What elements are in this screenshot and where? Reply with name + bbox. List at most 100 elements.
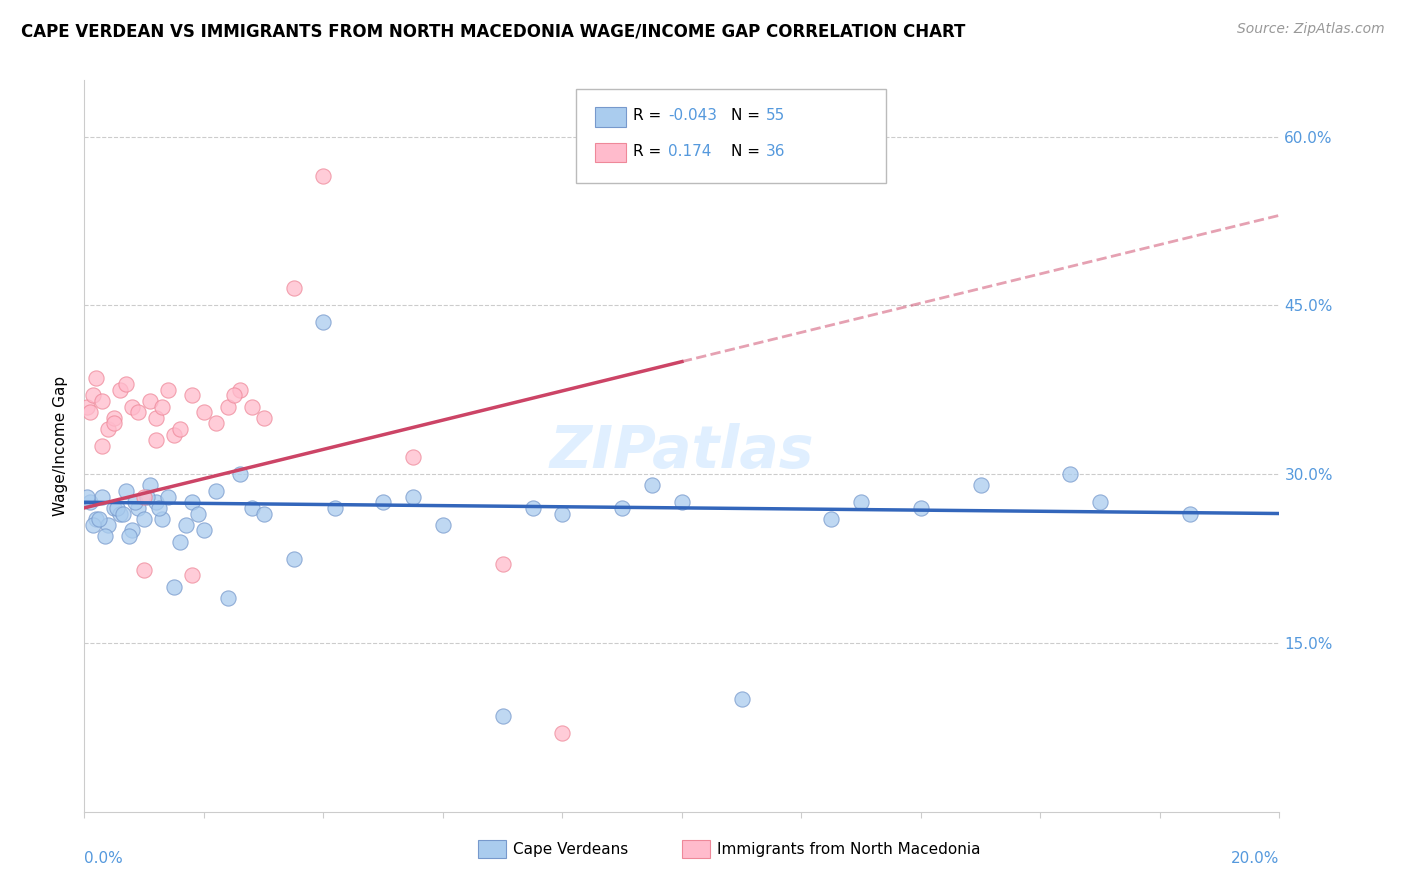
Point [157,490,180,504]
Point [97,517,120,532]
Point [110,507,132,521]
Point [641,478,664,492]
Point [492,709,515,723]
Point [181,568,204,582]
Point [229,383,252,397]
Point [110,383,132,397]
Point [325,500,347,515]
Point [132,512,156,526]
Point [118,529,141,543]
Point [79,495,101,509]
Text: N =: N = [731,145,765,159]
Point [612,500,634,515]
Point [283,281,305,295]
Point [94,529,117,543]
Point [1059,467,1081,482]
Point [115,377,138,392]
Text: R =: R = [633,145,666,159]
Point [181,388,204,402]
Point [373,495,395,509]
Point [174,517,197,532]
Point [240,500,263,515]
Point [76,490,98,504]
Point [253,507,276,521]
Point [97,422,120,436]
Point [139,394,162,409]
Point [432,517,454,532]
Text: 0.174: 0.174 [668,145,711,159]
Point [1178,507,1201,521]
Point [253,410,276,425]
Point [157,383,180,397]
Point [181,495,204,509]
Point [132,563,156,577]
Point [193,405,215,419]
Point [522,500,544,515]
Point [148,500,170,515]
Text: Source: ZipAtlas.com: Source: ZipAtlas.com [1237,22,1385,37]
Point [136,490,159,504]
Point [145,434,167,448]
Point [671,495,693,509]
Point [187,507,209,521]
Text: N =: N = [731,109,765,123]
Point [91,394,114,409]
Point [79,405,101,419]
Text: -0.043: -0.043 [668,109,717,123]
Point [970,478,993,492]
Point [121,524,143,538]
Point [205,483,228,498]
Point [240,400,263,414]
Point [492,557,515,571]
Point [163,427,186,442]
Text: Cape Verdeans: Cape Verdeans [513,842,628,856]
Point [82,388,104,402]
Point [820,512,842,526]
Point [105,500,128,515]
Point [283,551,305,566]
Point [551,726,574,740]
Text: Immigrants from North Macedonia: Immigrants from North Macedonia [717,842,980,856]
Point [145,410,167,425]
Point [127,405,149,419]
Y-axis label: Wage/Income Gap: Wage/Income Gap [53,376,69,516]
Point [205,417,228,431]
Point [132,490,156,504]
Point [89,512,111,526]
Point [402,450,425,465]
Point [312,315,335,329]
Text: 55: 55 [766,109,786,123]
Point [82,517,104,532]
Point [145,495,167,509]
Point [103,417,125,431]
Point [193,524,215,538]
Point [851,495,873,509]
Text: 0.0%: 0.0% [84,851,124,866]
Point [115,483,138,498]
Point [124,495,146,509]
Point [169,534,191,549]
Point [910,500,932,515]
Point [103,500,125,515]
Point [222,388,245,402]
Text: 20.0%: 20.0% [1232,851,1279,866]
Point [86,371,108,385]
Point [91,490,114,504]
Point [402,490,425,504]
Point [229,467,252,482]
Text: R =: R = [633,109,666,123]
Point [76,400,98,414]
Point [163,580,186,594]
Point [150,512,173,526]
Point [1090,495,1112,509]
Point [112,507,135,521]
Point [121,400,143,414]
Point [217,591,239,605]
Point [551,507,574,521]
Point [731,692,754,706]
Point [139,478,162,492]
Point [217,400,239,414]
Point [103,410,125,425]
Point [127,500,149,515]
Text: 36: 36 [766,145,786,159]
